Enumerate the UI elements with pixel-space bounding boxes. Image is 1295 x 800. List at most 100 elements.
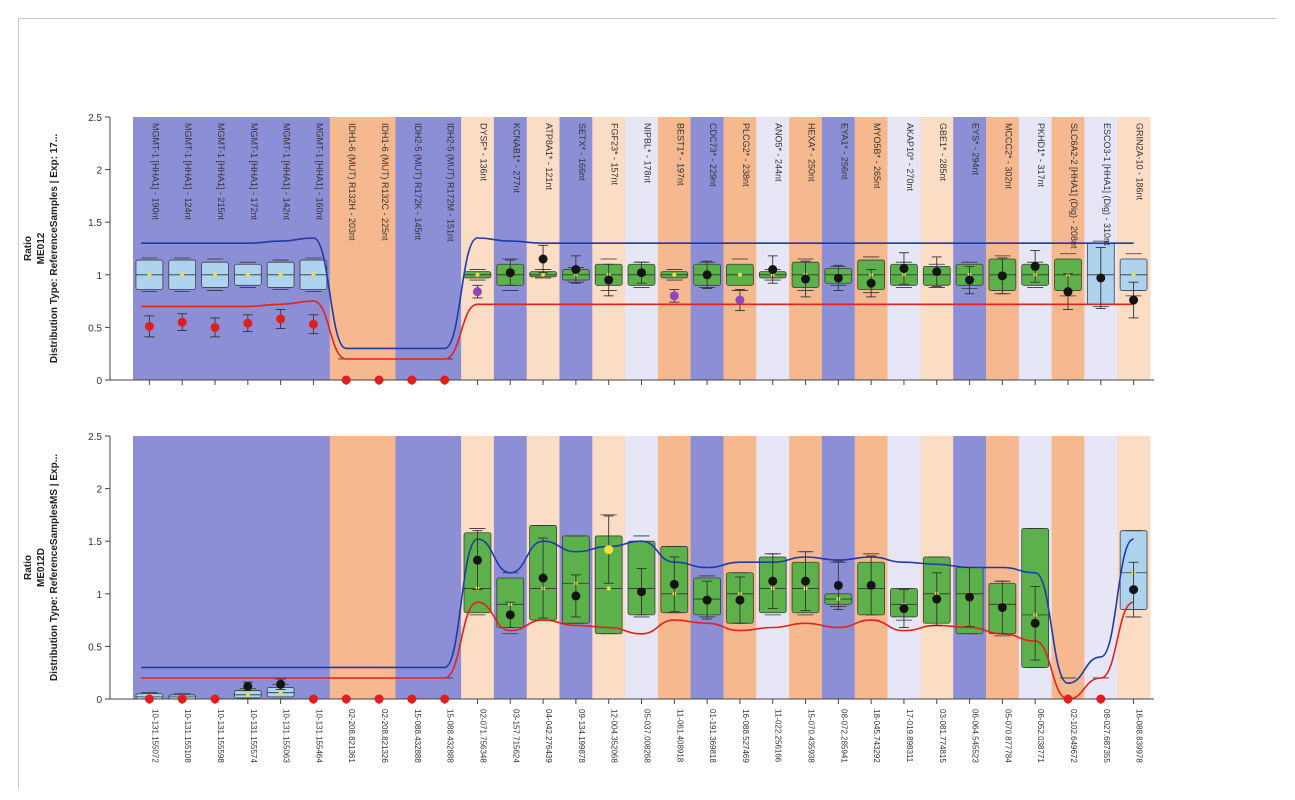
box-median-dot [672, 272, 677, 277]
lower-limit-line [141, 300, 1134, 360]
probe-label: MGMT-1 [HHA1] - 215nt [216, 123, 226, 221]
column-band [723, 436, 757, 699]
sample-label: 08-072.285941 [839, 709, 848, 763]
data-point [308, 319, 318, 329]
data-point [1063, 694, 1073, 704]
data-point [538, 573, 548, 583]
column-band [690, 117, 724, 380]
probe-label: PLCG2* - 238nt [741, 123, 751, 187]
box-median-dot [245, 272, 250, 277]
sample-label: 17-019.898311 [905, 709, 914, 763]
sample-label: 05-070.877784 [1003, 709, 1012, 763]
sample-label: 04-042.276439 [544, 709, 553, 763]
panel-1: 2.5 2 1.5 1 0.5 0 Ratio ME012 Distribution Type:… [23, 113, 1154, 387]
box-median-dot [311, 272, 316, 277]
box-median-dot [180, 272, 185, 277]
column-band [723, 117, 757, 380]
sample-label: 11-022.256166 [774, 709, 783, 763]
probe-label: EYS* - 294nt [971, 123, 981, 176]
probe-label: ATP8A1* - 121nt [544, 123, 554, 190]
data-point [308, 694, 318, 704]
data-point [374, 694, 384, 704]
column-band [264, 436, 298, 699]
sample-label: 10-131.155464 [314, 709, 323, 763]
probe-label: GBE1* - 285nt [938, 123, 948, 182]
data-point [1129, 585, 1139, 595]
column-band [395, 117, 429, 380]
sample-label: 06-064.545523 [971, 709, 980, 763]
box-median-dot [278, 272, 283, 277]
column-band [165, 117, 200, 380]
probe-label: HEXA* - 250nt [807, 123, 817, 182]
data-point [276, 314, 286, 324]
y-axis-label-line: Distribution Type: ReferenceSamples | Ex… [49, 134, 60, 364]
probe-label: MGMT-1 [HHA1] - 124nt [183, 123, 193, 221]
y-tick-label: 2.5 [88, 432, 102, 443]
sample-label: 01-191.369818 [708, 709, 717, 763]
column-band [1018, 117, 1053, 380]
column-band [493, 436, 528, 699]
column-band [953, 117, 987, 380]
y-axis-label-line: Distribution Type: ReferenceSamplesMS | … [49, 454, 60, 681]
y-tick-label: 0 [96, 695, 102, 706]
y-tick-label: 0.5 [88, 642, 102, 653]
column-band [821, 117, 856, 380]
column-band [1051, 436, 1085, 699]
y-axis-label: Ratio ME012D Distribution Type: ReferenceS… [23, 454, 60, 681]
y-tick-label: 1.5 [88, 537, 102, 548]
column-band [461, 117, 495, 380]
box-median-dot [541, 272, 546, 277]
sample-label: 05-037.008268 [643, 709, 652, 763]
data-point [702, 595, 712, 605]
sample-label: 10-131.155574 [249, 709, 258, 763]
data-point [538, 254, 548, 264]
column-band [297, 117, 331, 380]
column-band [1051, 117, 1085, 380]
data-point [965, 592, 975, 602]
sample-label: 03-081.774815 [938, 709, 947, 763]
data-point [768, 265, 778, 275]
sample-label: 10-131.155108 [183, 709, 192, 763]
y-axis-label-line: ME012 [36, 232, 47, 264]
data-point [669, 291, 679, 301]
data-point [997, 602, 1007, 612]
data-point [1096, 694, 1106, 704]
probe-label: AKAP10* - 270nt [905, 123, 915, 192]
lower-limit-line [141, 601, 1134, 700]
data-point [276, 679, 286, 689]
y-axis-label: Ratio ME012 Distribution Type: ReferenceSa… [23, 134, 60, 364]
column-band [133, 436, 167, 699]
probe-label: CDC73* - 229nt [708, 123, 718, 187]
data-point [1063, 287, 1073, 297]
data-point [833, 273, 843, 283]
y-axis-label-line: Ratio [23, 555, 34, 580]
sample-label: 02-208.821361 [347, 709, 356, 763]
data-point [735, 595, 745, 605]
data-point [899, 604, 909, 614]
data-point [899, 263, 909, 273]
data-point [144, 321, 154, 331]
column-band [297, 436, 331, 699]
column-band [986, 117, 1020, 380]
column-band [625, 117, 659, 380]
data-point [637, 268, 646, 278]
column-band [362, 117, 396, 380]
data-point [1030, 261, 1040, 271]
probe-label: MGMT-1 [HHA1] - 142nt [282, 123, 292, 221]
box-median-dot [213, 272, 218, 277]
column-band [428, 117, 462, 380]
data-point [472, 287, 482, 297]
column-band [264, 117, 298, 380]
probe-label: KCNAB1* - 277nt [511, 123, 521, 194]
column-band [854, 117, 888, 380]
data-point [1129, 295, 1139, 305]
data-point [407, 694, 417, 704]
data-point [1030, 618, 1040, 628]
y-tick-label: 2.5 [88, 113, 102, 124]
upper-limit-line [141, 538, 1134, 685]
probe-label: MCCC2* - 302nt [1003, 123, 1013, 190]
probe-label: ANO5* - 244nt [774, 123, 784, 182]
sample-label: 18-045.743292 [872, 709, 881, 763]
probe-label: NIPBL* - 178nt [643, 123, 653, 184]
